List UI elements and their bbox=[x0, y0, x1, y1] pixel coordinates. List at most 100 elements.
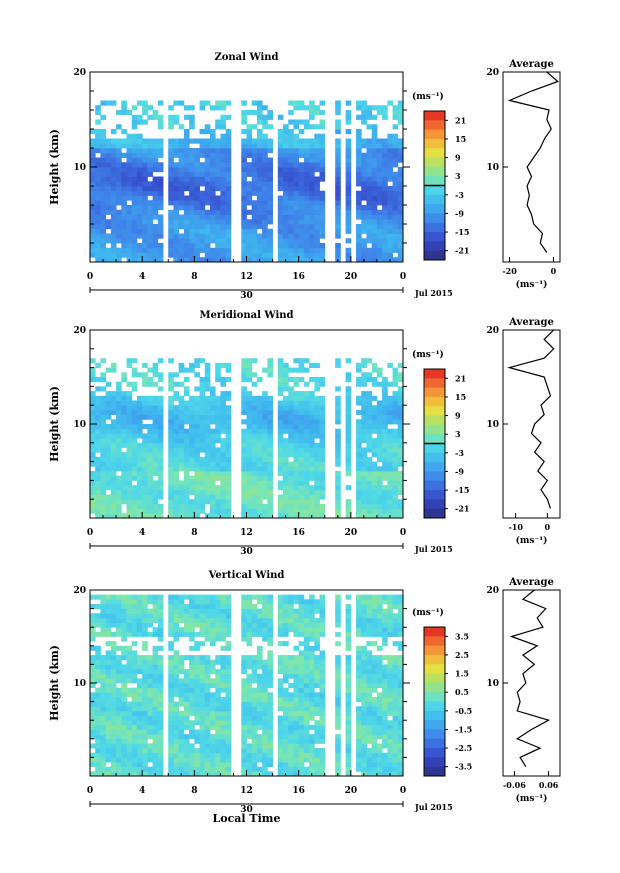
heatmap-cell bbox=[361, 224, 367, 230]
heatmap-cell bbox=[126, 738, 133, 744]
heatmap-cell bbox=[168, 617, 174, 623]
heatmap-cell bbox=[335, 599, 341, 605]
heatmap-cell bbox=[283, 659, 289, 665]
heatmap-cell bbox=[283, 678, 289, 684]
heatmap-cell bbox=[319, 475, 326, 481]
heatmap-cell bbox=[90, 377, 96, 383]
heatmap-cell bbox=[309, 243, 315, 249]
heatmap-cell bbox=[387, 738, 393, 744]
heatmap-cell bbox=[392, 205, 399, 211]
heatmap-cell bbox=[168, 631, 174, 637]
heatmap-cell bbox=[288, 428, 294, 434]
heatmap-cell bbox=[288, 706, 294, 712]
heatmap-cell bbox=[121, 513, 127, 519]
heatmap-cell bbox=[105, 447, 112, 453]
heatmap-cell bbox=[246, 720, 253, 726]
heatmap-cell bbox=[152, 762, 159, 768]
heatmap-cell bbox=[116, 631, 122, 637]
heatmap-cell bbox=[356, 233, 362, 239]
heatmap-cell bbox=[345, 706, 352, 712]
heatmap-cell bbox=[345, 148, 352, 154]
heatmap-cell bbox=[256, 214, 263, 220]
heatmap-cell bbox=[204, 499, 211, 505]
heatmap-cell bbox=[209, 386, 216, 392]
heatmap-cell bbox=[361, 669, 367, 675]
heatmap-cell bbox=[168, 508, 174, 514]
heatmap-cell bbox=[131, 655, 138, 661]
heatmap-cell bbox=[298, 503, 305, 509]
heatmap-cell bbox=[303, 391, 310, 397]
heatmap-cell bbox=[204, 599, 211, 605]
heatmap-cell bbox=[335, 171, 341, 177]
heatmap-cell bbox=[277, 209, 284, 215]
heatmap-cell bbox=[298, 447, 305, 453]
heatmap-cell bbox=[100, 447, 107, 453]
heatmap-cell bbox=[90, 655, 96, 661]
heatmap-cell bbox=[246, 377, 253, 383]
heatmap-cell bbox=[277, 257, 284, 263]
heatmap-cell bbox=[283, 176, 289, 182]
heatmap-cell bbox=[131, 617, 138, 623]
heatmap-cell bbox=[116, 720, 122, 726]
heatmap-cell bbox=[293, 485, 300, 491]
heatmap-cell bbox=[116, 190, 122, 196]
heatmap-cell bbox=[303, 238, 310, 244]
heatmap-cell bbox=[251, 157, 258, 163]
heatmap-cell bbox=[345, 655, 352, 661]
heatmap-cell bbox=[121, 414, 127, 420]
heatmap-cell bbox=[361, 475, 367, 481]
heatmap-cell bbox=[277, 715, 284, 721]
heatmap-cell bbox=[361, 190, 367, 196]
heatmap-cell bbox=[142, 489, 148, 495]
heatmap-cell bbox=[157, 636, 164, 642]
heatmap-cell bbox=[319, 433, 326, 439]
heatmap-cell bbox=[309, 664, 315, 670]
heatmap-cell bbox=[267, 461, 273, 467]
heatmap-cell bbox=[283, 508, 289, 514]
heatmap-cell bbox=[376, 105, 383, 111]
heatmap-cell bbox=[189, 224, 195, 230]
heatmap-cell bbox=[209, 494, 216, 500]
heatmap-cell bbox=[189, 367, 195, 373]
heatmap-cell bbox=[309, 471, 315, 477]
heatmap-cell bbox=[303, 205, 310, 211]
heatmap-cell bbox=[215, 743, 221, 749]
heatmap-cell bbox=[293, 171, 300, 177]
heatmap-cell bbox=[209, 475, 216, 481]
heatmap-cell bbox=[309, 678, 315, 684]
heatmap-cell bbox=[183, 247, 190, 253]
heatmap-cell bbox=[256, 673, 263, 679]
heatmap-cell bbox=[105, 617, 112, 623]
heatmap-cell bbox=[204, 710, 211, 716]
heatmap-cell bbox=[293, 105, 300, 111]
heatmap-cell bbox=[241, 466, 247, 472]
heatmap-cell bbox=[90, 409, 96, 415]
heatmap-cell bbox=[256, 738, 263, 744]
colorbar-swatch bbox=[424, 406, 445, 417]
heatmap-cell bbox=[319, 622, 326, 628]
heatmap-cell bbox=[376, 419, 383, 425]
heatmap-cell bbox=[110, 447, 117, 453]
heatmap-cell bbox=[319, 466, 326, 472]
heatmap-cell bbox=[215, 720, 221, 726]
heatmap-cell bbox=[277, 762, 284, 768]
heatmap-cell bbox=[194, 752, 200, 758]
heatmap-cell bbox=[152, 405, 159, 411]
heatmap-cell bbox=[246, 243, 253, 249]
heatmap-cell bbox=[293, 367, 300, 373]
heatmap-cell bbox=[309, 447, 315, 453]
heatmap-cell bbox=[366, 414, 373, 420]
heatmap-cell bbox=[105, 687, 112, 693]
heatmap-cell bbox=[121, 673, 127, 679]
heatmap-cell bbox=[387, 209, 393, 215]
heatmap-cell bbox=[95, 503, 101, 509]
heatmap-cell bbox=[183, 762, 190, 768]
heatmap-cell bbox=[183, 622, 190, 628]
heatmap-cell bbox=[309, 738, 315, 744]
heatmap-cell bbox=[345, 395, 352, 401]
heatmap-cell bbox=[277, 452, 284, 458]
heatmap-cell bbox=[335, 655, 341, 661]
heatmap-cell bbox=[283, 171, 289, 177]
heatmap-cell bbox=[199, 729, 206, 735]
heatmap-cell bbox=[256, 148, 263, 154]
